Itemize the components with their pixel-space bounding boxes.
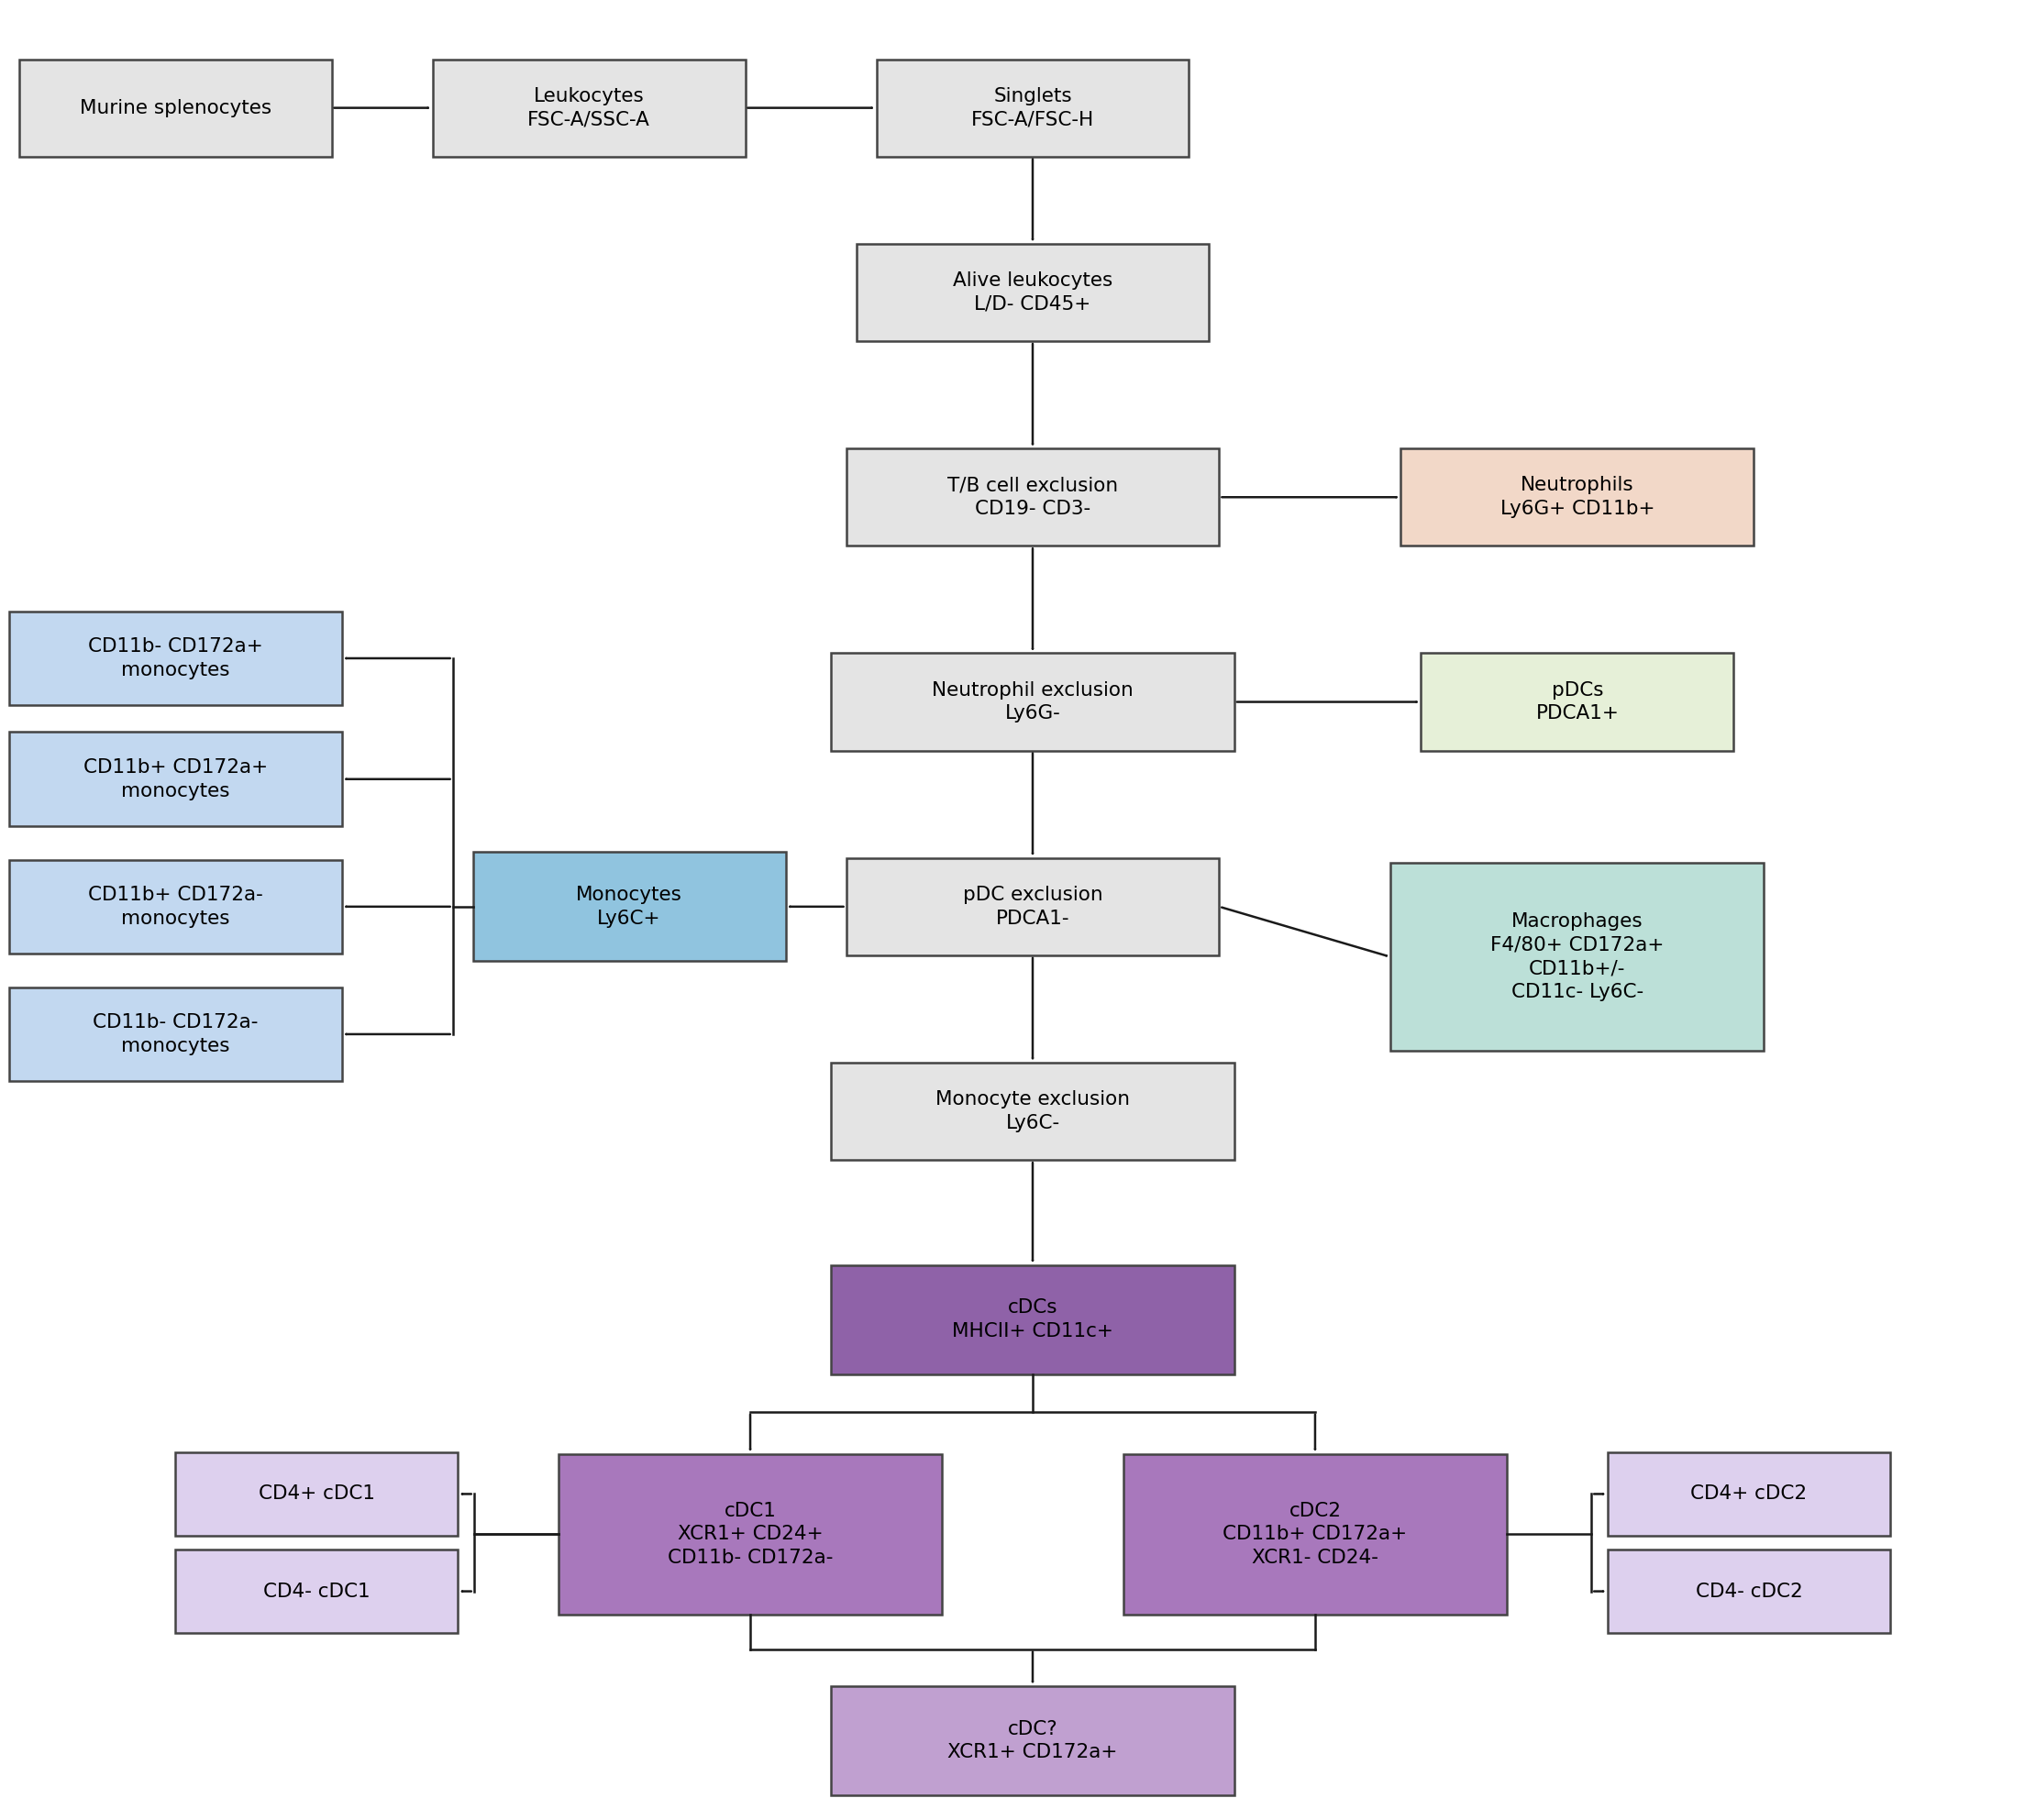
- Text: Alive leukocytes
L/D- CD45+: Alive leukocytes L/D- CD45+: [954, 271, 1112, 313]
- Bar: [176, 1549, 458, 1633]
- Bar: [857, 244, 1209, 340]
- Bar: [1124, 1454, 1507, 1614]
- Text: CD4+ cDC2: CD4+ cDC2: [1691, 1485, 1806, 1503]
- Text: CD4- cDC2: CD4- cDC2: [1695, 1582, 1802, 1600]
- Bar: [433, 60, 745, 157]
- Text: Monocytes
Ly6C+: Monocytes Ly6C+: [575, 886, 682, 928]
- Text: T/B cell exclusion
CD19- CD3-: T/B cell exclusion CD19- CD3-: [948, 477, 1118, 519]
- Bar: [176, 1452, 458, 1536]
- Bar: [8, 986, 342, 1081]
- Bar: [18, 60, 332, 157]
- Bar: [1608, 1549, 1889, 1633]
- Bar: [8, 612, 342, 706]
- Text: cDC2
CD11b+ CD172a+
XCR1- CD24-: cDC2 CD11b+ CD172a+ XCR1- CD24-: [1223, 1502, 1407, 1567]
- Text: CD11b+ CD172a+
monocytes: CD11b+ CD172a+ monocytes: [83, 759, 267, 801]
- Bar: [8, 859, 342, 954]
- Text: CD11b- CD172a-
monocytes: CD11b- CD172a- monocytes: [93, 1014, 257, 1056]
- Text: pDCs
PDCA1+: pDCs PDCA1+: [1535, 681, 1620, 723]
- Bar: [846, 448, 1219, 546]
- Bar: [877, 60, 1189, 157]
- Bar: [830, 1063, 1235, 1159]
- Bar: [1401, 448, 1754, 546]
- Text: CD11b+ CD172a-
monocytes: CD11b+ CD172a- monocytes: [87, 886, 263, 928]
- Text: Macrophages
F4/80+ CD172a+
CD11b+/-
CD11c- Ly6C-: Macrophages F4/80+ CD172a+ CD11b+/- CD11…: [1490, 912, 1665, 1001]
- Text: Monocyte exclusion
Ly6C-: Monocyte exclusion Ly6C-: [936, 1090, 1130, 1132]
- Text: CD4+ cDC1: CD4+ cDC1: [259, 1485, 375, 1503]
- Text: Neutrophil exclusion
Ly6G-: Neutrophil exclusion Ly6G-: [932, 681, 1134, 723]
- Text: Leukocytes
FSC-A/SSC-A: Leukocytes FSC-A/SSC-A: [527, 87, 650, 129]
- Bar: [8, 732, 342, 826]
- Text: Singlets
FSC-A/FSC-H: Singlets FSC-A/FSC-H: [972, 87, 1094, 129]
- Bar: [830, 653, 1235, 750]
- Text: CD11b- CD172a+
monocytes: CD11b- CD172a+ monocytes: [87, 637, 263, 679]
- Bar: [830, 1685, 1235, 1795]
- Text: CD4- cDC1: CD4- cDC1: [263, 1582, 371, 1600]
- Bar: [474, 852, 786, 961]
- Bar: [1391, 863, 1764, 1050]
- Bar: [1422, 653, 1733, 750]
- Text: cDC1
XCR1+ CD24+
CD11b- CD172a-: cDC1 XCR1+ CD24+ CD11b- CD172a-: [668, 1502, 832, 1567]
- Text: pDC exclusion
PDCA1-: pDC exclusion PDCA1-: [962, 886, 1104, 928]
- Text: cDC?
XCR1+ CD172a+: cDC? XCR1+ CD172a+: [948, 1720, 1118, 1762]
- Bar: [1608, 1452, 1889, 1536]
- Bar: [830, 1265, 1235, 1374]
- Bar: [846, 857, 1219, 956]
- Text: cDCs
MHCII+ CD11c+: cDCs MHCII+ CD11c+: [952, 1298, 1114, 1340]
- Text: Murine splenocytes: Murine splenocytes: [79, 98, 271, 116]
- Bar: [559, 1454, 942, 1614]
- Text: Neutrophils
Ly6G+ CD11b+: Neutrophils Ly6G+ CD11b+: [1501, 477, 1654, 519]
